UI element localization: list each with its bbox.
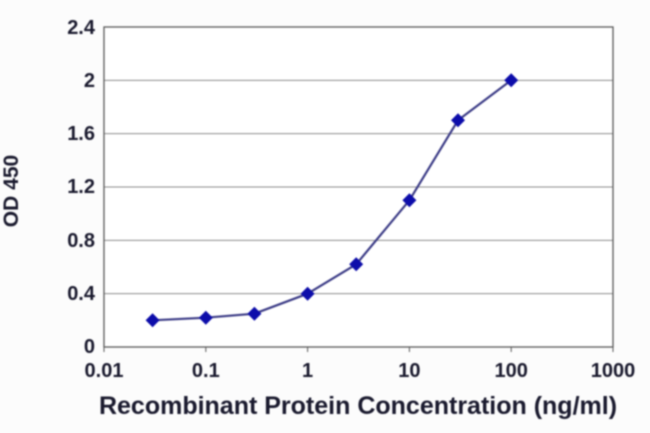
svg-text:1.2: 1.2 [67,176,95,198]
svg-text:2: 2 [84,70,95,92]
svg-text:Recombinant Protein Concentrat: Recombinant Protein Concentration (ng/ml… [99,392,617,420]
svg-text:1.6: 1.6 [67,123,95,145]
svg-text:2.4: 2.4 [67,17,96,39]
svg-text:1: 1 [302,360,313,382]
svg-text:0.01: 0.01 [85,360,124,382]
svg-text:OD 450: OD 450 [0,155,23,227]
svg-text:0.1: 0.1 [192,360,220,382]
svg-text:10: 10 [398,360,420,382]
svg-text:0.8: 0.8 [67,230,95,252]
svg-text:100: 100 [495,360,528,382]
svg-text:0.4: 0.4 [67,283,96,305]
svg-text:1000: 1000 [591,360,636,382]
svg-text:0: 0 [84,336,95,358]
